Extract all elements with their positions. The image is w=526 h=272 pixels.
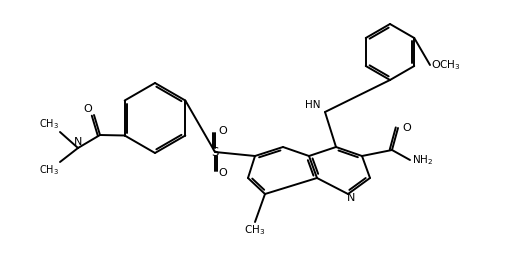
Text: O: O <box>431 60 440 70</box>
Text: CH$_3$: CH$_3$ <box>245 223 266 237</box>
Text: O: O <box>218 126 227 136</box>
Text: N: N <box>347 193 355 203</box>
Text: S: S <box>211 146 219 159</box>
Text: O: O <box>83 104 92 114</box>
Text: NH$_2$: NH$_2$ <box>412 153 433 167</box>
Text: CH$_3$: CH$_3$ <box>39 117 59 131</box>
Text: CH$_3$: CH$_3$ <box>39 163 59 177</box>
Text: O: O <box>402 123 411 133</box>
Text: CH$_3$: CH$_3$ <box>439 58 460 72</box>
Text: O: O <box>218 168 227 178</box>
Text: N: N <box>74 137 82 147</box>
Text: HN: HN <box>306 100 321 110</box>
